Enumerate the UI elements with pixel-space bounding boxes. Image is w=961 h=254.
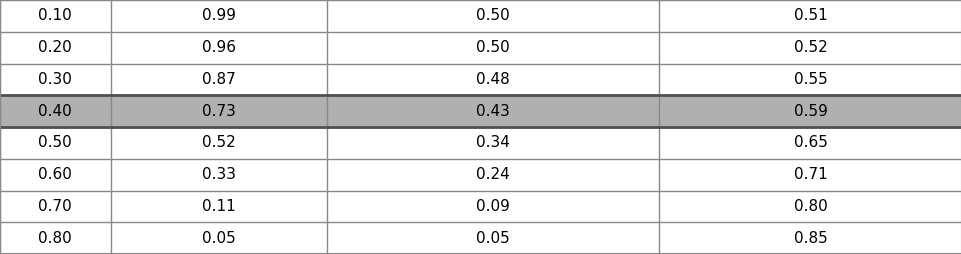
- Bar: [0, 222, 111, 254]
- Bar: [0, 127, 111, 159]
- Bar: [327, 64, 658, 95]
- Bar: [327, 127, 658, 159]
- Text: 0.87: 0.87: [202, 72, 235, 87]
- Text: 0.10: 0.10: [38, 8, 72, 23]
- Text: 0.85: 0.85: [793, 231, 826, 246]
- Text: 0.50: 0.50: [476, 40, 509, 55]
- Bar: [327, 95, 658, 127]
- Text: 0.09: 0.09: [476, 199, 509, 214]
- Bar: [327, 190, 658, 222]
- Text: 0.50: 0.50: [476, 8, 509, 23]
- Text: 0.55: 0.55: [793, 72, 826, 87]
- Bar: [0, 32, 111, 64]
- Text: 0.96: 0.96: [202, 40, 235, 55]
- Bar: [111, 64, 327, 95]
- Text: 0.20: 0.20: [38, 40, 72, 55]
- Bar: [658, 32, 961, 64]
- Bar: [658, 190, 961, 222]
- Text: 0.24: 0.24: [476, 167, 509, 182]
- Bar: [327, 222, 658, 254]
- Text: 0.52: 0.52: [793, 40, 826, 55]
- Bar: [0, 0, 111, 32]
- Bar: [111, 32, 327, 64]
- Bar: [0, 64, 111, 95]
- Text: 0.05: 0.05: [476, 231, 509, 246]
- Bar: [658, 95, 961, 127]
- Bar: [327, 0, 658, 32]
- Bar: [658, 127, 961, 159]
- Text: 0.33: 0.33: [202, 167, 235, 182]
- Text: 0.80: 0.80: [793, 199, 826, 214]
- Text: 0.65: 0.65: [793, 135, 826, 150]
- Text: 0.51: 0.51: [793, 8, 826, 23]
- Bar: [111, 127, 327, 159]
- Text: 0.34: 0.34: [476, 135, 509, 150]
- Text: 0.48: 0.48: [476, 72, 509, 87]
- Text: 0.43: 0.43: [476, 104, 509, 119]
- Bar: [658, 64, 961, 95]
- Text: 0.05: 0.05: [202, 231, 235, 246]
- Text: 0.11: 0.11: [202, 199, 235, 214]
- Text: 0.70: 0.70: [38, 199, 72, 214]
- Text: 0.60: 0.60: [38, 167, 72, 182]
- Bar: [0, 190, 111, 222]
- Bar: [0, 95, 111, 127]
- Bar: [111, 159, 327, 190]
- Bar: [658, 0, 961, 32]
- Text: 0.52: 0.52: [202, 135, 235, 150]
- Bar: [658, 159, 961, 190]
- Bar: [327, 159, 658, 190]
- Text: 0.99: 0.99: [202, 8, 235, 23]
- Text: 0.30: 0.30: [38, 72, 72, 87]
- Text: 0.73: 0.73: [202, 104, 235, 119]
- Bar: [0, 159, 111, 190]
- Text: 0.71: 0.71: [793, 167, 826, 182]
- Bar: [111, 222, 327, 254]
- Bar: [111, 190, 327, 222]
- Text: 0.59: 0.59: [793, 104, 826, 119]
- Bar: [327, 32, 658, 64]
- Bar: [111, 95, 327, 127]
- Text: 0.50: 0.50: [38, 135, 72, 150]
- Bar: [658, 222, 961, 254]
- Text: 0.80: 0.80: [38, 231, 72, 246]
- Text: 0.40: 0.40: [38, 104, 72, 119]
- Bar: [111, 0, 327, 32]
